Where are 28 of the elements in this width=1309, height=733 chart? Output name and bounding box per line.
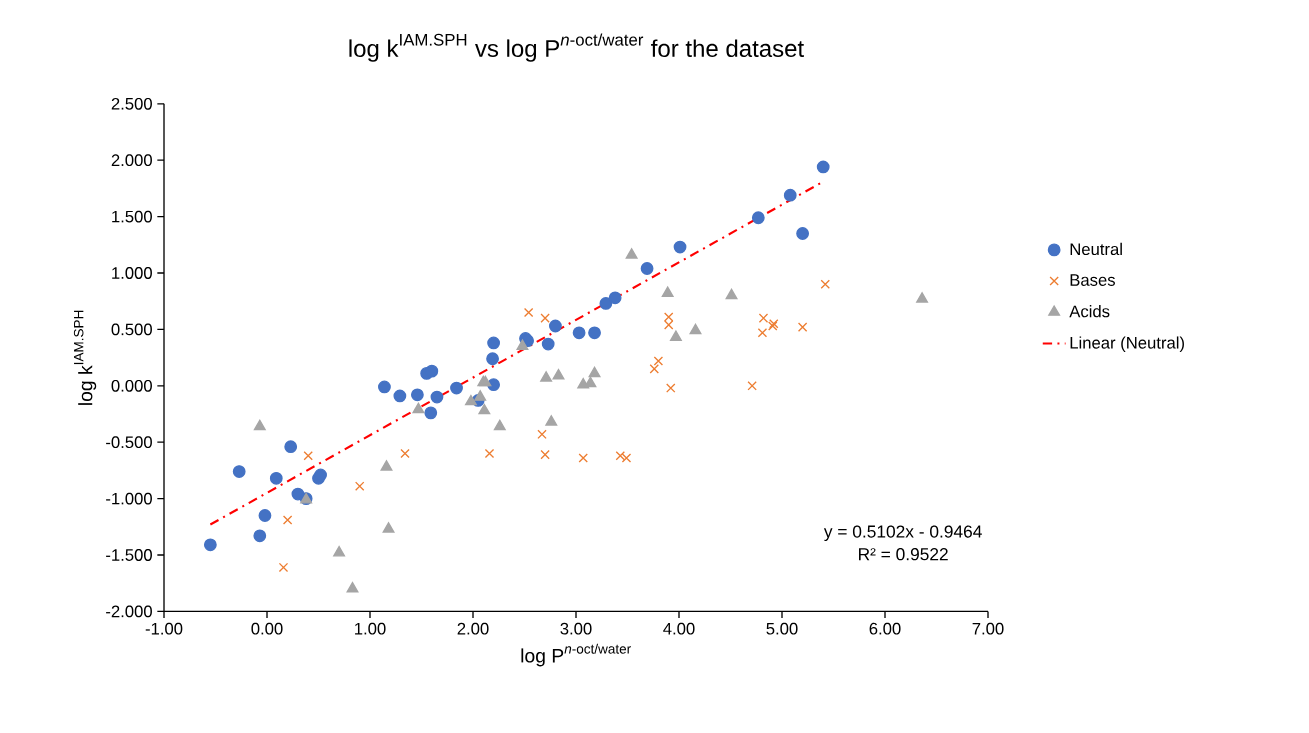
x-tick-label: -1.00 — [145, 622, 183, 635]
chart-title: $\text{log k}^{\text{IAM.SPH}}\text{ vs log P}^{\textit{n}\text{-oct/water}}\text{ for the dataset}$ — [349, 33, 804, 62]
annotation: R² = 0.9522 — [859, 548, 948, 561]
y-tick-label: 1.500 — [112, 210, 152, 223]
y-tick-label: -1.500 — [106, 549, 152, 561]
x-tick-label: 5.00 — [766, 622, 798, 635]
legend-label: Acids — [1069, 305, 1110, 318]
y-tick-label: -1.000 — [106, 492, 152, 505]
y-tick-label: 0.000 — [111, 379, 152, 392]
x-tick-label: 3.00 — [560, 622, 592, 635]
y-tick-label: 0.500 — [111, 323, 152, 336]
legend-label: Bases — [1070, 274, 1115, 286]
y-tick-label: 2.500 — [111, 97, 152, 110]
y-tick-label: 1.000 — [112, 267, 152, 279]
x-tick-label: 0.00 — [251, 622, 283, 635]
y-tick-label: -2.000 — [106, 605, 152, 618]
x-tick-label: 4.00 — [663, 622, 695, 635]
x-tick-label: 6.00 — [869, 622, 901, 635]
y-tick-label: -0.500 — [106, 436, 152, 449]
y-tick-label: 2.000 — [111, 154, 152, 167]
x-axis-title: $\text{log P}^{\textit{n}\text{-oct/water}}$ — [521, 643, 631, 667]
x-tick-label: 7.00 — [972, 622, 1004, 635]
x-tick-label: 1.00 — [355, 622, 386, 635]
legend-label: Neutral — [1070, 242, 1122, 256]
legend-label: Linear (Neutral) — [1070, 336, 1184, 352]
annotation: y = 0.5102x - 0.9464 — [823, 525, 982, 542]
x-tick-label: 2.00 — [457, 622, 489, 635]
y-axis-title: $\text{log k}^{\text{IAM.SPH}}$ — [73, 310, 97, 405]
